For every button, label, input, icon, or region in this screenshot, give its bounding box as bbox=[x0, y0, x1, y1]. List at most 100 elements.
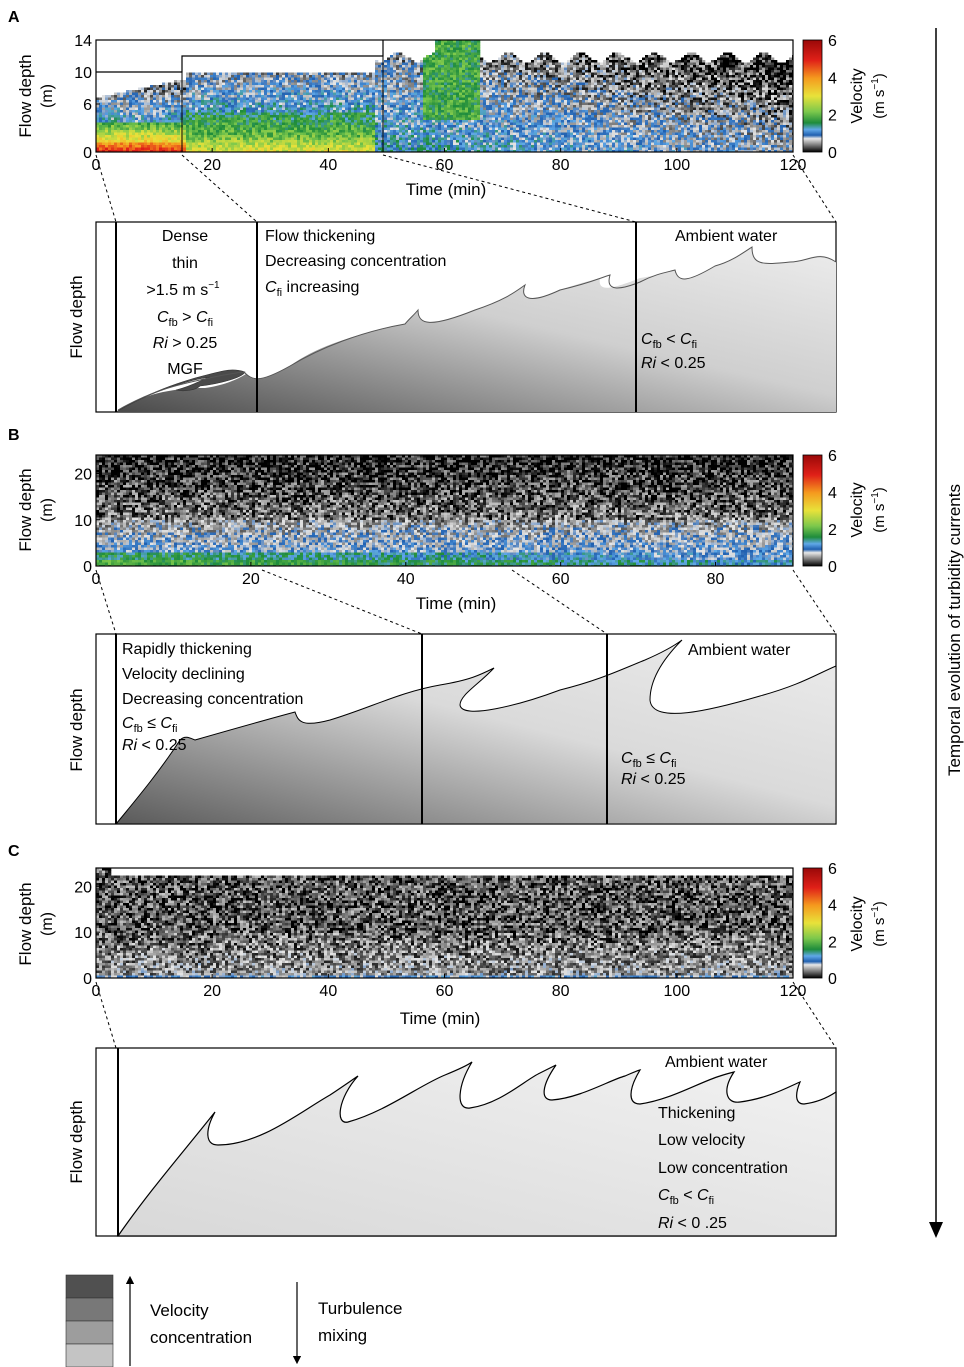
y-tick-label: 20 bbox=[74, 467, 92, 484]
colorbar-tick-label: 6 bbox=[828, 448, 837, 465]
x-tick-label: 60 bbox=[436, 983, 454, 1000]
colorbar-tick-label: 0 bbox=[828, 971, 837, 988]
colorbar-unit: (m s−1) bbox=[870, 901, 888, 947]
schematic-b: Flow depth Rapidly thickening Velocity d… bbox=[67, 633, 837, 825]
colorbar-tick-label: 6 bbox=[828, 861, 837, 878]
legend-left-line1: Velocity bbox=[150, 1301, 209, 1320]
zoom-connectors bbox=[95, 981, 837, 1049]
y-axis-label: Flow depth bbox=[16, 468, 35, 551]
x-tick-label: 20 bbox=[242, 571, 260, 588]
colorbar-tick-label: 6 bbox=[828, 33, 837, 50]
x-axis-label: Time (min) bbox=[400, 1009, 481, 1028]
zone-line: Velocity declining bbox=[122, 666, 245, 683]
richardson-relation: Ri < 0.25 bbox=[621, 771, 686, 788]
concentration-relation: Cfb > Cfi bbox=[157, 309, 213, 329]
velocity-heatmap bbox=[96, 40, 793, 152]
current-body bbox=[116, 1061, 837, 1237]
colorbar-tick-label: 4 bbox=[828, 898, 837, 915]
legend-right-line2: mixing bbox=[318, 1326, 367, 1345]
ambient-water-label: Ambient water bbox=[675, 228, 778, 245]
legend: Velocity concentration Turbulence mixing bbox=[65, 1274, 402, 1367]
zone-line: Low velocity bbox=[658, 1132, 745, 1149]
x-tick-label: 120 bbox=[780, 983, 807, 1000]
zone-line: thin bbox=[172, 255, 198, 272]
y-axis-label: Flow depth bbox=[67, 275, 86, 358]
x-tick-label: 80 bbox=[552, 157, 570, 174]
side-label: Temporal evolution of turbidity currents bbox=[945, 484, 964, 776]
zone3-text: Cfb ≤ Cfi Ri < 0.25 bbox=[621, 750, 686, 788]
x-ticks: 0 20 40 60 80 100 120 bbox=[92, 974, 807, 1000]
schematic-a: Flow depth Dense thin >1.5 m s−1 Cfb > C… bbox=[67, 221, 837, 413]
legend-swatch bbox=[65, 1320, 114, 1345]
colorbar-tick-label: 0 bbox=[828, 145, 837, 162]
colorbar-ticks: 0 2 4 6 bbox=[828, 448, 837, 576]
y-tick-label: 10 bbox=[74, 925, 92, 942]
colorbar-tick-label: 0 bbox=[828, 559, 837, 576]
x-ticks: 0 20 40 60 80 bbox=[92, 562, 725, 588]
legend-right-line1: Turbulence bbox=[318, 1299, 402, 1318]
y-axis-label: Flow depth bbox=[67, 1100, 86, 1183]
legend-left-line2: concentration bbox=[150, 1328, 252, 1347]
x-tick-label: 20 bbox=[203, 157, 221, 174]
phase-boundaries bbox=[96, 40, 384, 73]
richardson-relation: Ri < 0.25 bbox=[641, 355, 706, 372]
y-tick-label: 0 bbox=[83, 971, 92, 988]
legend-swatch bbox=[65, 1274, 114, 1299]
y-axis-unit: (m) bbox=[39, 84, 56, 108]
colorbar-label: Velocity bbox=[849, 68, 866, 123]
colorbar bbox=[802, 867, 823, 979]
colorbar-label: Velocity bbox=[849, 482, 866, 537]
colorbar-tick-label: 2 bbox=[828, 522, 837, 539]
colorbar-tick-label: 4 bbox=[828, 70, 837, 87]
zone-line: Decreasing concentration bbox=[265, 253, 446, 270]
x-tick-label: 40 bbox=[397, 571, 415, 588]
x-tick-label: 100 bbox=[663, 983, 690, 1000]
zone-text: Thickening Low velocity Low concentratio… bbox=[658, 1105, 788, 1232]
legend-swatch bbox=[65, 1297, 114, 1322]
zone1-text: Dense thin >1.5 m s−1 Cfb > Cfi Ri > 0.2… bbox=[146, 228, 220, 378]
zone-line: Thickening bbox=[658, 1105, 735, 1122]
x-tick-label: 0 bbox=[92, 157, 101, 174]
schematic-c: Flow depth Ambient water Thickening Low … bbox=[67, 1047, 837, 1237]
colorbar-tick-label: 4 bbox=[828, 485, 837, 502]
ambient-water-label: Ambient water bbox=[665, 1054, 768, 1071]
zone-line: Flow thickening bbox=[265, 228, 375, 245]
zone-line: Dense bbox=[162, 228, 208, 245]
x-axis-label: Time (min) bbox=[406, 180, 487, 199]
y-tick-label: 10 bbox=[74, 513, 92, 530]
x-tick-label: 60 bbox=[552, 571, 570, 588]
y-ticks: 0 10 20 bbox=[74, 467, 100, 576]
colorbar-label: Velocity bbox=[849, 896, 866, 951]
panel-letter: B bbox=[8, 427, 20, 444]
richardson-relation: Ri < 0 .25 bbox=[658, 1215, 727, 1232]
concentration-relation: Cfb < Cfi bbox=[658, 1187, 714, 1207]
y-ticks: 0 10 20 bbox=[74, 879, 100, 988]
arrow-down-icon bbox=[929, 1222, 943, 1238]
x-tick-label: 40 bbox=[319, 983, 337, 1000]
panel-letter: A bbox=[8, 9, 20, 26]
ambient-water-label: Ambient water bbox=[688, 642, 791, 659]
concentration-relation: Cfb < Cfi bbox=[641, 331, 697, 351]
x-axis-label: Time (min) bbox=[416, 594, 497, 613]
x-tick-label: 80 bbox=[707, 571, 725, 588]
richardson-relation: Ri > 0.25 bbox=[153, 335, 218, 352]
colorbar bbox=[802, 454, 823, 567]
zone1-text: Rapidly thickening Velocity declining De… bbox=[122, 641, 303, 754]
legend-swatch bbox=[65, 1343, 114, 1367]
colorbar-tick-label: 2 bbox=[828, 934, 837, 951]
zone-line: MGF bbox=[167, 361, 203, 378]
zoom-connectors bbox=[95, 569, 837, 635]
y-tick-label: 20 bbox=[74, 879, 92, 896]
x-tick-label: 100 bbox=[663, 157, 690, 174]
y-tick-label: 6 bbox=[83, 97, 92, 114]
grey-scale-swatches bbox=[65, 1274, 114, 1367]
current-body bbox=[116, 247, 836, 412]
richardson-relation: Ri < 0.25 bbox=[122, 737, 187, 754]
temporal-evolution-arrow: Temporal evolution of turbidity currents bbox=[929, 28, 964, 1238]
zone3-text: Cfb < Cfi Ri < 0.25 bbox=[641, 331, 706, 372]
zone-line: Rapidly thickening bbox=[122, 641, 252, 658]
y-ticks: 0 6 10 14 bbox=[74, 33, 100, 162]
